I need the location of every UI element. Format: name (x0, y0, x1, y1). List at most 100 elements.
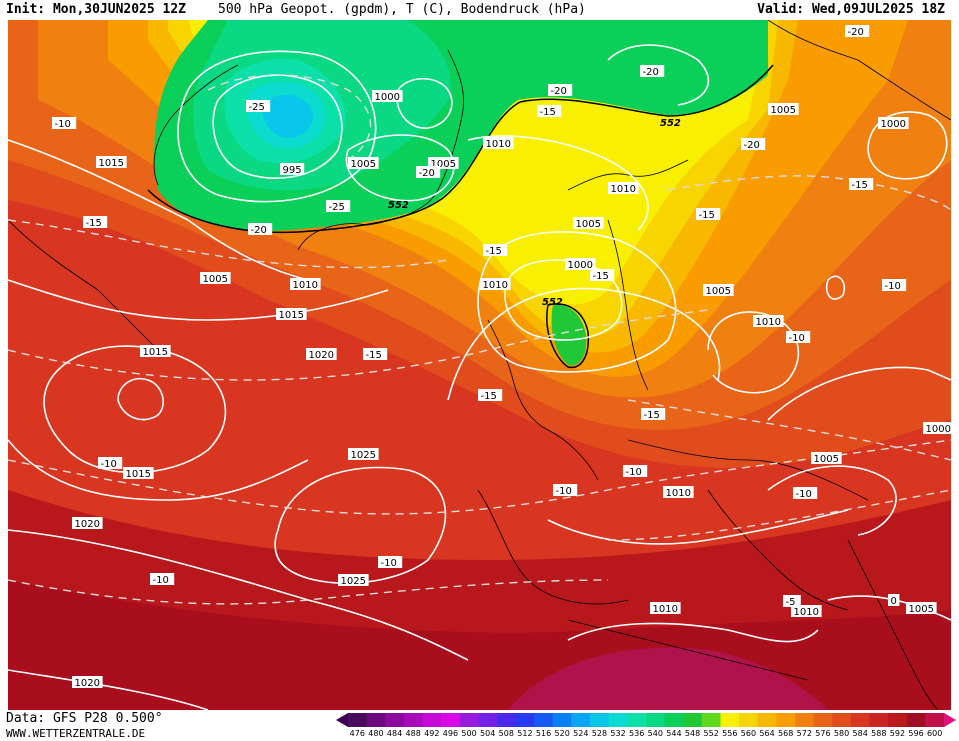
temperature-label: -20 (848, 27, 864, 38)
legend-value-label: 552 (703, 729, 719, 738)
legend-swatch (813, 713, 833, 727)
pressure-label: 1010 (794, 607, 819, 618)
geopotential-label: 552 (542, 297, 563, 308)
temperature-label-box (478, 389, 503, 401)
temperature-label: -20 (419, 168, 435, 179)
temperature-label: -10 (885, 281, 901, 292)
legend-swatch (590, 713, 610, 727)
legend-value-label: 512 (517, 729, 533, 738)
pressure-label-box (811, 452, 842, 464)
legend-swatch (683, 713, 703, 727)
pressure-label: 1005 (203, 274, 228, 285)
pressure-label-box (338, 574, 369, 586)
legend-value-label: 544 (666, 729, 682, 738)
pressure-label: 1015 (126, 469, 151, 480)
legend-value-label: 524 (573, 729, 589, 738)
legend-swatch (441, 713, 461, 727)
pressure-label: 1015 (143, 347, 168, 358)
temperature-label-box (83, 216, 108, 228)
temperature-label-box (888, 594, 900, 606)
temperature-label: -15 (644, 410, 660, 421)
map-footer: Data: GFS P28 0.500° WWW.WETTERZENTRALE.… (6, 711, 163, 741)
map-title: 500 hPa Geopot. (gpdm), T (C), Bodendruc… (218, 2, 586, 17)
temperature-label-box (783, 595, 801, 607)
legend-value-label: 580 (833, 729, 850, 738)
pressure-label-box (72, 517, 103, 529)
legend-swatch (832, 713, 852, 727)
pressure-label-box (72, 676, 103, 688)
pressure-label: 1010 (653, 604, 678, 615)
temperature-label-box (641, 408, 666, 420)
pressure-label-box (791, 605, 822, 617)
temperature-label: -10 (626, 467, 642, 478)
legend-value-label: 548 (684, 729, 701, 738)
legend-swatch (478, 713, 498, 727)
temperature-label-box (416, 166, 441, 178)
pressure-label: 1000 (881, 119, 906, 130)
website-label: WWW.WETTERZENTRALE.DE (6, 727, 146, 740)
pressure-label: 1020 (75, 519, 100, 530)
pressure-label: 1000 (375, 92, 400, 103)
map-header: Init: Mon,30JUN2025 12Z 500 hPa Geopot. … (0, 0, 959, 20)
temperature-label-box (793, 487, 818, 499)
pressure-label: 1005 (706, 286, 731, 297)
temperature-label-box (845, 25, 870, 37)
pressure-label: 1015 (279, 310, 304, 321)
pressure-label-box (906, 602, 937, 614)
legend-value-label: 564 (759, 729, 775, 738)
pressure-label-box (565, 258, 596, 270)
temperature-label-box (849, 178, 874, 190)
temperature-label: -20 (551, 86, 567, 97)
legend-swatch (608, 713, 628, 727)
pressure-label: 1005 (431, 159, 456, 170)
legend-swatch (348, 713, 368, 727)
legend-swatch (459, 713, 479, 727)
temperature-label-box (640, 65, 665, 77)
legend-swatch (757, 713, 777, 727)
pressure-label-box (348, 448, 379, 460)
legend-value-label: 528 (591, 729, 608, 738)
temperature-label: -5 (786, 597, 796, 608)
legend-swatch (422, 713, 442, 727)
legend-swatch (664, 713, 684, 727)
init-time: Init: Mon,30JUN2025 12Z (6, 2, 187, 17)
legend-value-label: 556 (722, 729, 738, 738)
legend-swatch (552, 713, 572, 727)
pressure-label: 1010 (486, 139, 511, 150)
pressure-label: 1025 (351, 450, 376, 461)
pressure-label-box (140, 345, 171, 357)
pressure-label: 1020 (309, 350, 334, 361)
legend-value-label: 536 (629, 729, 645, 738)
temperature-label: 0 (891, 596, 897, 607)
legend-swatch (497, 713, 517, 727)
legend-value-label: 600 (927, 729, 943, 738)
legend-value-label: 496 (442, 729, 459, 738)
temperature-label-box (246, 100, 271, 112)
legend-swatch (701, 713, 721, 727)
legend-value-label: 484 (386, 729, 403, 738)
contour-552-scandinavia (546, 303, 590, 369)
pressure-label-box (372, 90, 403, 102)
legend-swatch (571, 713, 591, 727)
temperature-label: -20 (744, 140, 760, 151)
pressure-label: 1010 (611, 184, 636, 195)
legend-swatch (534, 713, 554, 727)
temperature-label-box (786, 331, 811, 343)
temperature-label: -10 (789, 333, 805, 344)
pressure-label-box (703, 284, 734, 296)
pressure-label: 1000 (926, 424, 951, 435)
pressure-label-box (923, 422, 951, 434)
temperature-label: -15 (593, 271, 609, 282)
pressure-label: 995 (283, 165, 302, 176)
pressure-label-box (276, 308, 307, 320)
temperature-label: -15 (540, 107, 556, 118)
legend-swatch (739, 713, 759, 727)
pressure-label: 1005 (576, 219, 601, 230)
contour-552-greenland (147, 64, 774, 234)
pressure-label: 1010 (756, 317, 781, 328)
pressure-label-box (650, 602, 681, 614)
legend-value-label: 584 (852, 729, 868, 738)
pressure-label-box (200, 272, 231, 284)
pressure-label-box (753, 315, 784, 327)
